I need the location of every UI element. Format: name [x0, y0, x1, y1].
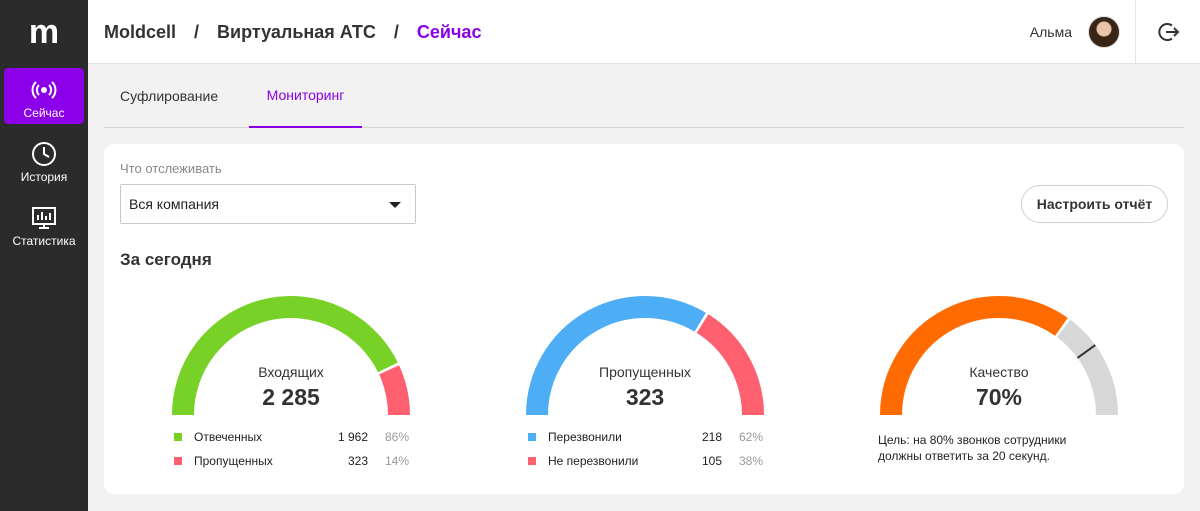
- monitor-chart-icon: [32, 207, 56, 229]
- sidebar-item-history[interactable]: История: [4, 132, 84, 188]
- legend-swatch: [174, 457, 182, 465]
- legend-missed: Перезвонили 218 62% Не перезвонили 105 3…: [527, 430, 767, 478]
- legend-value: 1 962: [337, 430, 368, 444]
- scope-select[interactable]: Вся компания: [120, 184, 416, 224]
- legend-percent: 62%: [738, 430, 763, 444]
- breadcrumb-item-company[interactable]: Moldcell: [104, 21, 177, 42]
- gauge-quality: Качество 70%: [874, 294, 1124, 464]
- gauge-incoming: Входящих 2 285: [166, 294, 416, 464]
- gauge-title: Входящих: [258, 364, 324, 380]
- scope-select-value: Вся компания: [129, 196, 220, 212]
- gauge-arc-answered: [172, 296, 398, 416]
- gauge-missed-chart: [526, 296, 764, 416]
- tab-monitoring[interactable]: Мониторинг: [249, 64, 362, 128]
- gauge-incoming-chart: [172, 296, 410, 416]
- sidebar-item-label: Сейчас: [23, 106, 65, 120]
- legend-row: Перезвонили 218 62%: [527, 430, 767, 454]
- gauge-missed: Пропущенных 323: [520, 294, 770, 464]
- breadcrumb-item-current: Сейчас: [416, 21, 482, 42]
- legend-incoming: Отвеченных 1 962 86% Пропущенных 323 14%: [173, 430, 413, 478]
- quality-note: Цель: на 80% звонков сотрудники должны о…: [878, 433, 1067, 463]
- legend-row: Не перезвонили 105 38%: [527, 454, 767, 478]
- gauge-total: 70%: [975, 384, 1023, 410]
- gauge-arc-called-back: [526, 296, 706, 416]
- caret-down-icon: [389, 202, 401, 208]
- legend-label: Не перезвонили: [548, 454, 639, 468]
- gauge-arc-not-called-back: [696, 314, 764, 416]
- legend-swatch: [528, 457, 536, 465]
- monitoring-card: Что отслеживать Вся компания Настроить о…: [104, 144, 1184, 494]
- clock-icon: [32, 142, 56, 166]
- section-title: За сегодня: [120, 250, 212, 269]
- header-divider: [1135, 0, 1136, 64]
- breadcrumb-separator: /: [393, 21, 399, 42]
- gauge-title: Пропущенных: [599, 364, 691, 380]
- gauge-arc-quality-track: [1056, 319, 1118, 416]
- gauge-target-marker: [1076, 344, 1096, 359]
- legend-row: Отвеченных 1 962 86%: [173, 430, 413, 454]
- legend-label: Перезвонили: [548, 430, 622, 444]
- sidebar-item-now[interactable]: Сейчас: [4, 68, 84, 124]
- legend-label: Отвеченных: [194, 430, 263, 444]
- legend-swatch: [528, 433, 536, 441]
- gauge-total: 323: [625, 384, 665, 410]
- app-logo[interactable]: m: [28, 12, 60, 51]
- avatar[interactable]: [1088, 16, 1120, 48]
- gauge-total: 2 285: [262, 384, 320, 410]
- legend-value: 323: [347, 454, 368, 468]
- tab-bar: Суфлирование Мониторинг: [104, 64, 1184, 128]
- gauge-quality-chart: [880, 296, 1118, 416]
- legend-percent: 14%: [384, 454, 409, 468]
- breadcrumb-item-pbx[interactable]: Виртуальная АТС: [217, 21, 376, 42]
- sidebar: m Сейчас История Статистика: [0, 0, 88, 511]
- legend-value: 105: [701, 454, 722, 468]
- legend-swatch: [174, 433, 182, 441]
- configure-report-button[interactable]: Настроить отчёт: [1021, 185, 1168, 223]
- gauge-arc-quality: [880, 296, 1068, 416]
- tab-prompting[interactable]: Суфлирование: [120, 88, 219, 104]
- legend-percent: 86%: [384, 430, 409, 444]
- breadcrumb-separator: /: [194, 21, 200, 42]
- filter-label: Что отслеживать: [120, 161, 222, 176]
- legend-label: Пропущенных: [194, 454, 273, 468]
- gauge-title: Качество: [969, 364, 1029, 380]
- legend-percent: 38%: [738, 454, 763, 468]
- sidebar-item-label: Статистика: [12, 234, 76, 248]
- broadcast-icon: [31, 81, 57, 99]
- legend-value: 218: [701, 430, 722, 444]
- breadcrumb: Moldcell / Виртуальная АТС / Сейчас: [104, 0, 481, 64]
- legend-row: Пропущенных 323 14%: [173, 454, 413, 478]
- user-name[interactable]: Альма: [1029, 24, 1072, 40]
- sidebar-item-label: История: [20, 170, 68, 184]
- gauge-arc-missed: [378, 365, 410, 416]
- logout-icon[interactable]: [1156, 20, 1180, 44]
- top-header: Moldcell / Виртуальная АТС / Сейчас Альм…: [88, 0, 1200, 64]
- sidebar-item-statistics[interactable]: Статистика: [4, 196, 84, 252]
